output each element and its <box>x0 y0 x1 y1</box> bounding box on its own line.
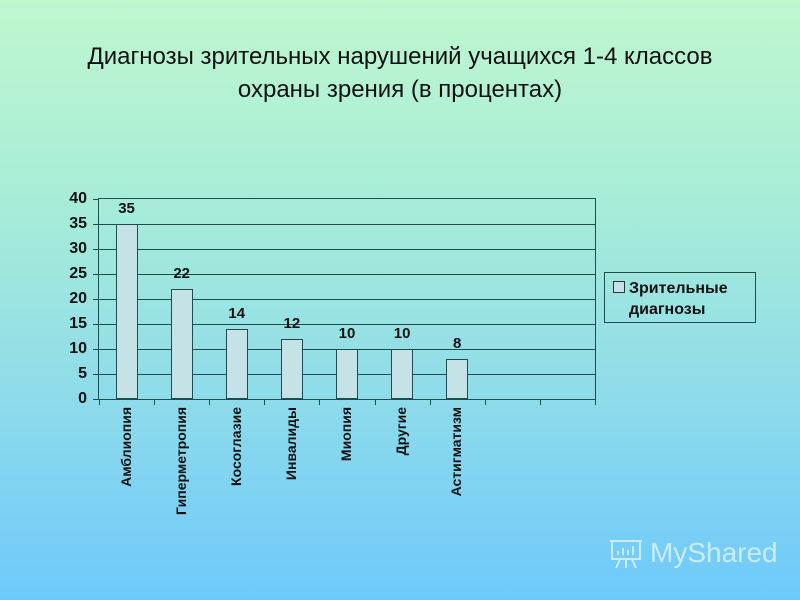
y-tick <box>93 299 99 300</box>
bar-value-label: 12 <box>283 315 301 332</box>
x-category-label: Другие <box>393 407 410 456</box>
watermark: MyShared <box>608 535 778 571</box>
bar-value-label: 10 <box>393 325 411 342</box>
bar <box>391 349 414 399</box>
chart-title-line2: охраны зрения (в процентах) <box>237 76 563 103</box>
bar <box>170 289 193 399</box>
bar <box>280 339 303 399</box>
x-tick <box>484 399 486 405</box>
y-tick-label: 5 <box>78 365 87 382</box>
gridline <box>99 249 595 250</box>
watermark-text: MyShared <box>650 537 778 568</box>
y-tick <box>93 199 99 200</box>
x-tick <box>264 399 266 405</box>
x-tick <box>99 399 100 405</box>
legend-label-line1: Зрительные <box>629 280 728 297</box>
x-category-label: Косоглазие <box>227 407 244 486</box>
chart-title: Диагнозы зрительных нарушений учащихся 1… <box>0 40 800 106</box>
y-tick-label: 40 <box>69 190 87 207</box>
y-tick-label: 30 <box>69 240 87 257</box>
y-tick <box>93 249 99 250</box>
x-tick <box>374 399 376 405</box>
y-tick-label: 25 <box>69 265 87 282</box>
bar <box>446 359 469 399</box>
bar-value-label: 35 <box>118 200 135 217</box>
gridline <box>99 224 595 225</box>
bar-value-label: 14 <box>228 305 246 322</box>
y-tick <box>93 274 99 275</box>
x-tick <box>319 399 321 405</box>
x-category-label: Гиперметропия <box>172 407 189 515</box>
y-tick-label: 35 <box>69 215 87 232</box>
y-tick <box>93 349 99 350</box>
legend: Зрительные диагнозы <box>604 272 756 323</box>
y-tick-label: 0 <box>78 390 87 407</box>
bar-value-label: 22 <box>173 265 190 282</box>
gridline <box>99 324 595 325</box>
presentation-board-icon <box>610 540 642 569</box>
chart-title-line1: Диагнозы зрительных нарушений учащихся 1… <box>87 43 713 70</box>
x-tick <box>539 399 541 405</box>
legend-swatch-icon <box>613 281 625 293</box>
y-tick <box>93 374 99 375</box>
x-tick <box>209 399 211 405</box>
bar <box>115 224 138 399</box>
bar <box>335 349 358 399</box>
y-tick-label: 10 <box>69 340 87 357</box>
x-category-label: Астигматизм <box>448 407 465 497</box>
plot-area: 0 5 10 15 20 25 30 35 40 35 Амблиопия 22 Гиперметроп… <box>69 190 596 515</box>
bar-value-label: 8 <box>453 335 462 352</box>
y-tick <box>93 324 99 325</box>
y-tick <box>93 224 99 225</box>
y-tick-label: 20 <box>69 290 87 307</box>
y-tick-label: 15 <box>69 315 87 332</box>
x-tick <box>595 399 596 405</box>
legend-label-line2: диагнозы <box>629 301 706 318</box>
x-category-label: Амблиопия <box>117 407 134 487</box>
bar-value-label: 10 <box>338 325 356 342</box>
x-tick <box>429 399 431 405</box>
bar <box>225 329 248 399</box>
gridline <box>99 299 595 300</box>
x-category-label: Миопия <box>338 407 354 462</box>
x-category-label: Инвалиды <box>282 407 299 481</box>
x-tick <box>154 399 156 405</box>
y-tick <box>93 399 99 400</box>
gridline <box>99 274 595 275</box>
